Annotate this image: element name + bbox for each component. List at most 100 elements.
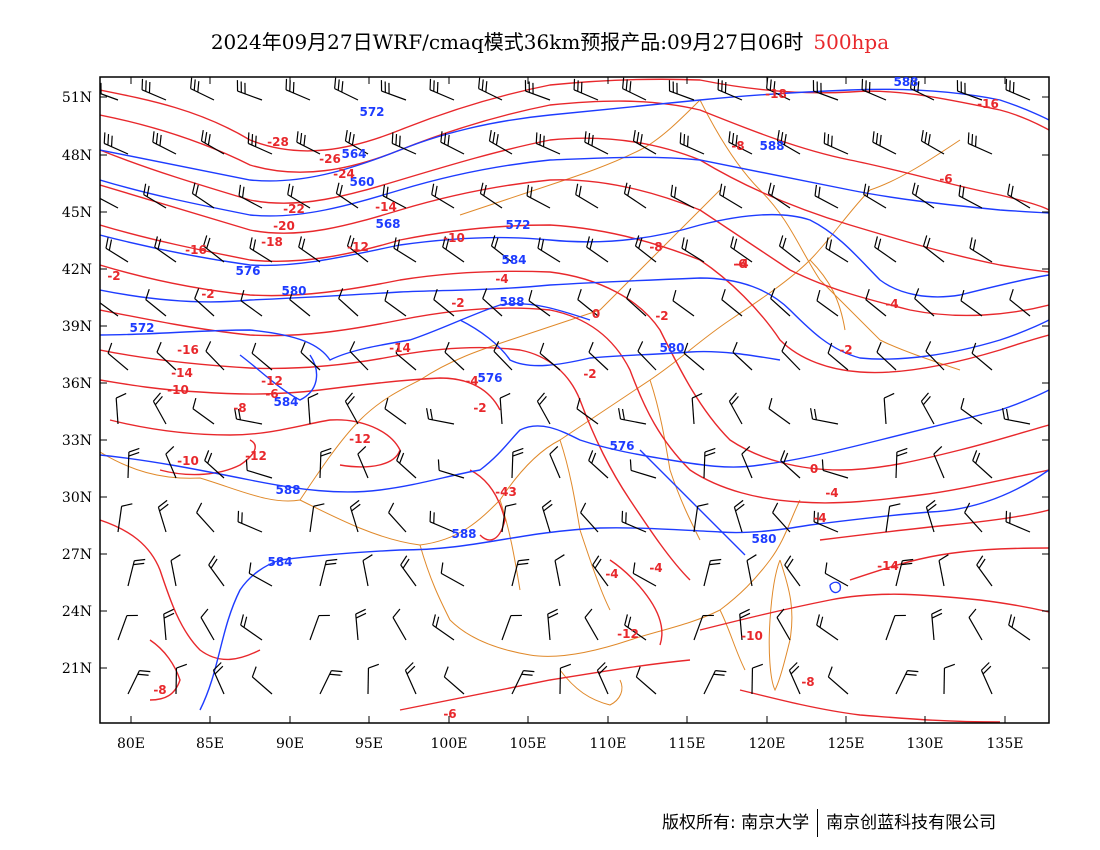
lon-tick-label: 85E — [196, 736, 224, 752]
lat-tick-label: 33N — [62, 433, 92, 449]
lon-tick-label: 90E — [276, 736, 304, 752]
temperature-contour-label: -2 — [107, 269, 120, 283]
wind-barb — [592, 555, 609, 587]
wind-barb — [107, 342, 129, 371]
wind-barb — [238, 184, 263, 209]
wind-barb — [127, 670, 151, 695]
wind-barb — [200, 130, 225, 155]
wind-barb — [103, 132, 129, 155]
wind-barb — [236, 80, 263, 101]
wind-barb — [296, 131, 321, 155]
wind-barb — [885, 614, 906, 641]
height-contour-label: 584 — [501, 253, 526, 267]
wind-barb — [384, 397, 407, 425]
wind-barb — [621, 510, 647, 533]
wind-barb — [827, 342, 849, 371]
wind-barb — [911, 182, 935, 209]
height-contour-label: 588 — [759, 139, 784, 153]
lon-tick-label: 130E — [907, 736, 944, 752]
wind-barb — [632, 130, 657, 155]
wind-barb — [943, 663, 956, 695]
wind-barb — [141, 78, 167, 101]
lat-tick-label: 51N — [62, 90, 92, 106]
lon-tick-label: 110E — [590, 736, 627, 752]
wind-barb — [349, 499, 361, 533]
temperature-contour-label: -16 — [185, 243, 207, 257]
wind-barb — [194, 288, 215, 317]
temperature-contour-label: -12 — [245, 449, 267, 463]
wind-barb — [205, 341, 225, 371]
height-contour-label: 572 — [359, 105, 384, 119]
temperature-contour-label: -12 — [617, 627, 639, 641]
wind-barb — [251, 666, 273, 695]
map-frame — [99, 76, 1050, 724]
wind-barb — [596, 662, 609, 695]
wind-barb — [380, 80, 407, 101]
wind-barb — [143, 183, 167, 209]
wind-barb — [971, 342, 993, 371]
temperature-contour-label: -16 — [177, 343, 199, 357]
wind-barb — [733, 499, 745, 533]
lon-tick-label: 100E — [431, 736, 468, 752]
temperature-contour-label: -4 — [605, 567, 618, 581]
wind-barb — [719, 183, 743, 209]
wind-barb — [478, 77, 503, 101]
height-contour-label: 568 — [375, 217, 400, 231]
wind-barb — [584, 131, 609, 155]
temperature-contour-label: -14 — [171, 366, 193, 380]
wind-barb — [391, 132, 417, 155]
wind-barb — [1002, 408, 1031, 425]
temperature-contour-label: -10 — [443, 231, 465, 245]
wind-barb — [635, 666, 657, 695]
wind-barb — [922, 235, 945, 263]
wind-barb — [672, 289, 695, 317]
wind-barb — [511, 558, 530, 587]
wind-barb — [776, 608, 791, 641]
wind-barb — [251, 342, 273, 371]
wind-barb — [914, 288, 935, 317]
wind-barb — [746, 554, 757, 587]
temperature-contour-label: -2 — [473, 401, 486, 415]
wind-barb — [526, 184, 551, 209]
wind-barb — [319, 558, 338, 587]
temperature-contour-label: -28 — [267, 135, 289, 149]
wind-barb — [524, 80, 551, 101]
wind-barb — [287, 183, 311, 209]
wind-barb — [575, 183, 599, 209]
temperature-contour-label: -10 — [167, 383, 189, 397]
copyright-label: 版权所有: 南京大学 — [662, 813, 810, 833]
wind-barb — [247, 132, 273, 155]
temperature-contour-label: -18 — [261, 235, 283, 249]
wind-barb — [812, 80, 839, 101]
lat-tick-label: 42N — [62, 262, 92, 278]
wind-barb — [968, 608, 983, 641]
wind-barb — [637, 341, 657, 371]
wind-barb — [175, 663, 188, 695]
wind-barb — [703, 447, 716, 479]
wind-barb — [426, 408, 455, 425]
height-contour-label: 588 — [893, 75, 918, 89]
wind-barb — [362, 554, 373, 587]
wind-barb — [388, 502, 407, 533]
wind-barb — [624, 614, 647, 641]
wind-barb — [115, 392, 127, 425]
wind-barb — [443, 666, 465, 695]
wind-barb — [490, 235, 513, 263]
temperature-contour-label: -26 — [319, 152, 341, 166]
temperature-contour-label: -8 — [731, 139, 744, 153]
wind-barb — [170, 554, 181, 587]
wind-barb — [547, 608, 559, 641]
title-main: 2024年09月27日WRF/cmaq模式36km预报产品:09月27日06时 — [210, 30, 804, 54]
height-contours — [100, 88, 1049, 711]
wind-barb — [319, 447, 332, 479]
wind-barb — [827, 666, 849, 695]
wind-barb — [163, 608, 175, 641]
lat-tick-label: 45N — [62, 205, 92, 221]
wind-barb — [980, 662, 993, 695]
temperature-contour-label: -4 — [825, 486, 838, 500]
wind-barb — [668, 80, 695, 101]
wind-barb — [739, 608, 751, 641]
wind-barb — [429, 510, 455, 533]
wind-barb — [200, 608, 215, 641]
height-contour-label: 588 — [275, 483, 300, 497]
